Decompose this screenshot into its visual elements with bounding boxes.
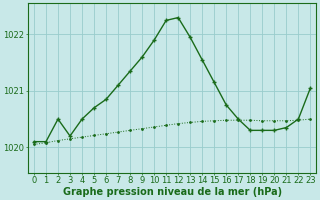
- X-axis label: Graphe pression niveau de la mer (hPa): Graphe pression niveau de la mer (hPa): [63, 187, 282, 197]
